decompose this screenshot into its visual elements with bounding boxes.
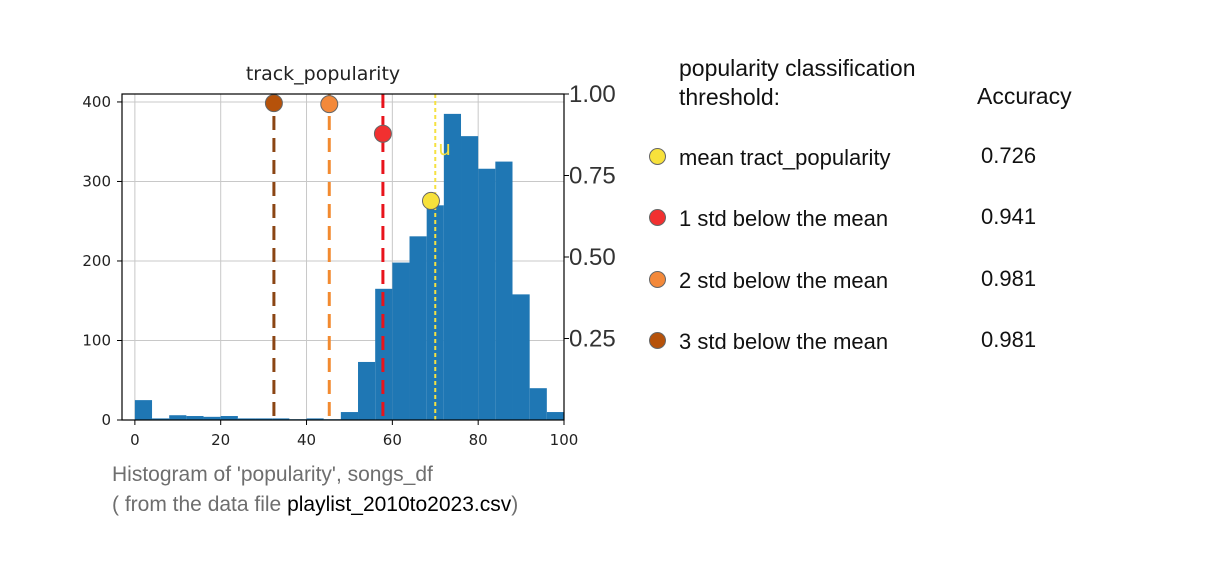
- histogram-bar: [255, 418, 273, 420]
- y-tick-label: 0: [101, 411, 111, 429]
- histogram-bar: [409, 236, 427, 420]
- legend-label: 1 std below the mean: [679, 206, 889, 231]
- histogram-bar: [152, 418, 170, 420]
- bars-layer: [134, 113, 564, 420]
- histogram-bar: [478, 168, 496, 420]
- x-tick-label: 60: [383, 431, 402, 449]
- histogram-bar: [306, 418, 324, 420]
- chart-title: track_popularity: [246, 63, 400, 85]
- caption-prefix: ( from the data file: [112, 493, 288, 516]
- caption-line-2: ( from the data file playlist_2010to2023…: [112, 490, 518, 520]
- histogram-bar: [546, 412, 564, 420]
- mean-line-label: u: [438, 136, 451, 160]
- histogram-bar: [512, 294, 530, 420]
- histogram-bar: [358, 361, 376, 420]
- histogram-bar: [375, 288, 393, 420]
- legend-accuracy-value: 0.981: [981, 327, 1037, 352]
- histogram-bar: [134, 400, 153, 420]
- marker-1std-dot: [373, 124, 392, 143]
- legend-accuracy-header: Accuracy: [977, 83, 1072, 109]
- y-tick-label: 200: [82, 252, 111, 270]
- caption-filename: playlist_2010to2023.csv: [287, 493, 512, 516]
- legend-accuracy-value: 0.981: [981, 266, 1037, 291]
- legend-row-mean: mean tract_popularity 0.726: [647, 143, 1127, 173]
- legend-accuracy-value: 0.726: [981, 143, 1037, 168]
- legend-marker-red-dot: [649, 209, 666, 226]
- histogram-bar: [186, 416, 204, 420]
- legend-marker-brown-dot: [649, 332, 666, 349]
- histogram-bar: [529, 388, 547, 420]
- caption-line-1: Histogram of 'popularity', songs_df: [112, 463, 433, 486]
- histogram-bar: [461, 136, 479, 420]
- caption-suffix: ): [511, 493, 519, 516]
- legend-title: popularity classification threshold:: [679, 54, 916, 112]
- threshold-lines-layer: u: [272, 94, 451, 420]
- legend-title-line-2: threshold:: [679, 84, 781, 110]
- x-tick-label: 20: [211, 431, 230, 449]
- legend-marker-orange-dot: [649, 271, 666, 288]
- right-y-tick-label: 0.25: [569, 326, 616, 353]
- histogram-bar: [443, 113, 462, 420]
- y-tick-label: 400: [82, 93, 111, 111]
- right-y-tick-label: 0.75: [569, 163, 616, 190]
- x-tick-label: 80: [469, 431, 488, 449]
- y-tick-label: 100: [82, 331, 111, 349]
- marker-mean-dot: [421, 191, 440, 210]
- x-tick-label: 0: [130, 431, 140, 449]
- legend-label: 2 std below the mean: [679, 268, 889, 293]
- marker-3std-dot: [264, 94, 283, 113]
- marker-2std-dot: [320, 95, 339, 114]
- legend-label: mean tract_popularity: [679, 145, 891, 170]
- legend-row-2std: 2 std below the mean 0.981: [647, 266, 1127, 296]
- axes-layer: 0 20 40 60 80 100 0 100 200 300 400 0.25 0.50 0.75 1.0…: [82, 81, 615, 449]
- histogram-bar: [237, 418, 256, 420]
- histogram-bar: [203, 416, 221, 420]
- legend-accuracy-value: 0.941: [981, 204, 1037, 229]
- legend-label: 3 std below the mean: [679, 329, 889, 354]
- legend-title-line-1: popularity classification: [679, 55, 916, 81]
- histogram-bar: [340, 412, 359, 420]
- x-tick-label: 100: [550, 431, 579, 449]
- histogram-bar: [495, 161, 513, 420]
- legend-row-3std: 3 std below the mean 0.981: [647, 327, 1127, 357]
- histogram-bar: [272, 418, 290, 420]
- y-tick-label: 300: [82, 172, 111, 190]
- histogram-bar: [220, 416, 238, 420]
- markers-layer: [264, 94, 440, 210]
- histogram-bar: [392, 262, 410, 420]
- right-y-tick-label: 0.50: [569, 244, 616, 271]
- x-tick-label: 40: [297, 431, 316, 449]
- right-y-tick-label: 1.00: [569, 81, 616, 108]
- legend-marker-yellow-dot: [649, 148, 666, 165]
- histogram-bar: [169, 415, 187, 420]
- chart-caption: Histogram of 'popularity', songs_df ( fr…: [112, 460, 518, 520]
- legend-row-1std: 1 std below the mean 0.941: [647, 204, 1127, 234]
